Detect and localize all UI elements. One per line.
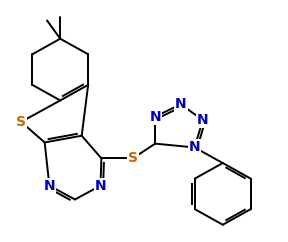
Text: N: N xyxy=(149,110,161,124)
Text: N: N xyxy=(197,113,209,127)
Text: S: S xyxy=(16,115,26,129)
Text: S: S xyxy=(128,151,138,165)
Text: N: N xyxy=(189,140,200,154)
Text: N: N xyxy=(43,179,55,193)
Text: N: N xyxy=(95,179,106,193)
Text: N: N xyxy=(175,97,187,111)
